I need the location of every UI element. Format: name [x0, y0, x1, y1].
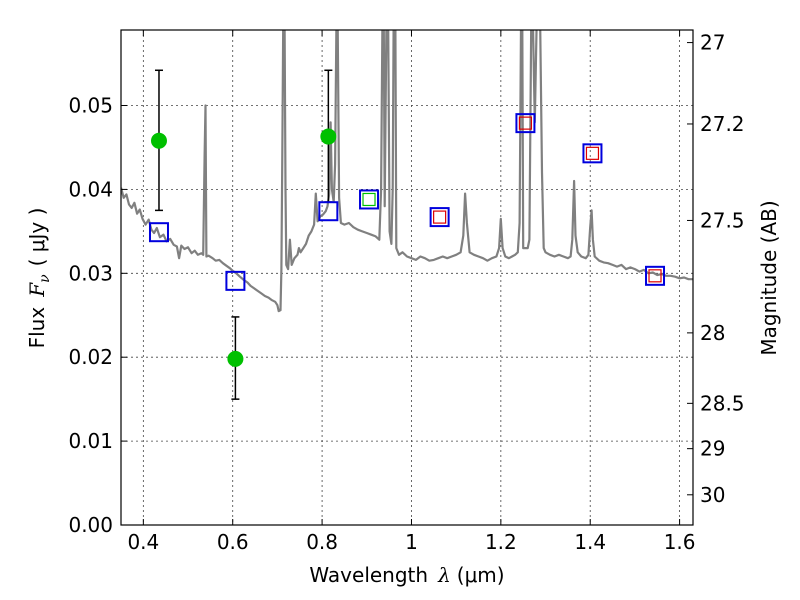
x-tick-label: 0.8 [306, 530, 338, 554]
y-tick-label: 0.02 [68, 345, 113, 369]
y-tick-label: 0.00 [68, 513, 113, 537]
y2-tick-label: 27 [700, 31, 725, 55]
model-flux-square [645, 265, 666, 286]
observed-photometry-points [150, 128, 337, 367]
model-flux-square [515, 113, 536, 134]
y2-tick-label: 30 [700, 483, 725, 507]
plot-area [121, 30, 693, 400]
y-tick-label: 0.04 [68, 177, 113, 201]
model-flux-square [582, 143, 603, 164]
observed-flux-point [150, 132, 167, 149]
y-axis-symbol: F [25, 282, 49, 298]
y-tick-label: 0.01 [68, 429, 113, 453]
y2-tick-label: 28 [700, 321, 725, 345]
y-tick-label: 0.03 [68, 261, 113, 285]
observed-flux-point [320, 128, 337, 145]
model-spectrum-line [121, 30, 693, 313]
y2-tick-label: 27.2 [700, 112, 745, 136]
x-axis-title-prefix: Wavelength [309, 563, 428, 587]
model-flux-square [148, 222, 169, 243]
model-flux-inner-square [433, 210, 447, 224]
observed-flux-point [227, 350, 244, 367]
y2-tick-label: 27.5 [700, 208, 745, 232]
model-flux-inner-square [518, 116, 533, 130]
x-axis-unit: (μm) [457, 563, 505, 587]
model-flux-square [359, 189, 380, 210]
x-axis-title: Wavelength λ (μm) [309, 563, 504, 587]
plot-frame [120, 29, 694, 526]
model-flux-square [225, 270, 246, 291]
x-tick-label: 1.2 [485, 530, 517, 554]
y2-tick-label: 29 [700, 437, 725, 461]
x-tick-label: 1.4 [574, 530, 606, 554]
model-photometry-squares [148, 113, 666, 291]
axis-ticks: 0.4 0.6 0.8 1 1.2 1.4 1.6 0.00 0.01 0.02 0.03 0.04 0… [68, 30, 745, 554]
y-axis-subscript: ν [37, 274, 53, 283]
y-axis-title-prefix: Flux [25, 307, 49, 349]
model-flux-inner-square [648, 269, 662, 283]
x-tick-label: 0.4 [127, 530, 159, 554]
x-axis-symbol: λ [437, 563, 451, 587]
model-flux-square [318, 201, 339, 222]
y-tick-label: 0.05 [68, 94, 113, 118]
y-axis-title: Flux Fν ( μJy ) [25, 208, 53, 349]
y-axis-unit: ( μJy ) [25, 208, 49, 267]
y2-axis-title: Magnitude (AB) [757, 200, 781, 355]
x-tick-label: 1.6 [664, 530, 696, 554]
model-flux-inner-square [585, 146, 600, 160]
y2-tick-label: 28.5 [700, 391, 745, 415]
model-flux-square [429, 207, 450, 228]
model-flux-inner-square [362, 192, 376, 207]
x-tick-label: 0.6 [217, 530, 249, 554]
x-tick-label: 1 [405, 530, 418, 554]
